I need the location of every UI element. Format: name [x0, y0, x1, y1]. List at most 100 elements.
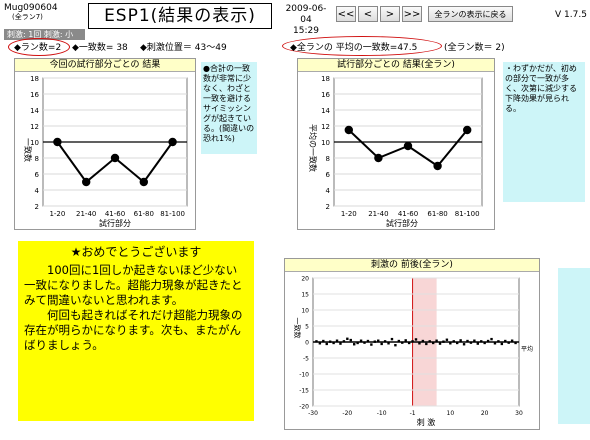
stimulus-data-point [328, 340, 332, 343]
settings-label: 刺激: 1回 刺激: 小 [4, 29, 85, 40]
stimulus-data-point [366, 339, 370, 343]
left-chart-xtick-label: 81-100 [160, 210, 185, 218]
right-chart-ytick-label: 18 [321, 75, 330, 83]
right-chart-ytick-label: 10 [321, 139, 330, 147]
last-page-button[interactable]: >> [402, 6, 422, 22]
show-all-runs-button[interactable]: 全ランの表示に戻る [428, 6, 513, 22]
right-chart-ytick-label: 2 [326, 203, 330, 211]
left-chart-ylabel: 一致数 [23, 138, 33, 162]
left-chart-data-point [53, 137, 62, 147]
right-chart-ytick-label: 12 [321, 123, 330, 131]
left-chart: 一致数 試行部分 2 4 6 8 10 12 14 16 18 1-20 21-40 41-60 61-… [23, 75, 188, 228]
stimulus-position: ◆刺激位置＝ 43〜49 [140, 43, 227, 53]
stimulus-data-point [497, 340, 500, 343]
stimulus-chart-xtick-label: -1 [410, 410, 416, 417]
page-title: ESP1(結果の表示) [88, 3, 272, 29]
left-chart-ytick-label: 4 [35, 187, 40, 195]
stimulus-chart-ytick-label: 20 [301, 276, 309, 283]
right-chart-panel: 試行部分ごとの 結果(全ラン) 平均の一致数 試行部分 2 4 6 8 10 12 14 16… [297, 58, 495, 230]
stimulus-data-point [462, 343, 466, 346]
right-chart-ytick-label: 4 [326, 187, 331, 195]
version-label: V 1.7.5 [555, 10, 587, 20]
first-page-button[interactable]: << [336, 6, 356, 22]
stimulus-chart-ytick-label: 5 [305, 324, 309, 331]
stimulus-data-point [346, 337, 349, 340]
stimulus-data-point [363, 341, 366, 344]
stimulus-data-point [359, 339, 363, 342]
right-chart-xtick-label: 41-60 [398, 210, 418, 218]
right-chart-ytick-label: 8 [326, 155, 330, 163]
stimulus-chart-avg-label: 平均 [521, 345, 533, 353]
next-page-button[interactable]: > [380, 6, 400, 22]
left-chart-ytick-label: 14 [30, 107, 39, 115]
left-chart-data-point [82, 177, 91, 187]
stimulus-chart-xtick-label: -10 [377, 410, 387, 417]
avg-match-highlight [282, 36, 442, 56]
stimulus-data-point [339, 342, 342, 345]
date-text: 2009-06-04 [285, 4, 327, 25]
stimulus-chart-xtick-label: 30 [515, 410, 523, 417]
stimulus-data-point [456, 341, 459, 345]
stimulus-data-point [445, 338, 449, 341]
left-chart-data-point [139, 177, 148, 187]
stimulus-chart-ytick-label: 0 [305, 340, 309, 347]
left-chart-ytick-label: 8 [35, 155, 39, 163]
stimulus-data-point [466, 339, 469, 343]
bottom-note-strip [558, 268, 590, 424]
stimulus-chart-ytick-label: -15 [299, 388, 309, 395]
right-chart-xtick-label: 1-20 [341, 210, 357, 218]
left-chart-data-point [110, 153, 120, 163]
prev-page-button[interactable]: < [358, 6, 378, 22]
left-chart-ytick-label: 6 [35, 171, 40, 179]
right-chart-ytick-label: 16 [321, 91, 330, 99]
congratulations-message: ★おめでとうございます 100回に1回しか起きないほど少ない一致になりました。超… [18, 241, 254, 421]
left-chart-panel: 今回の試行部分ごとの 結果 一致数 試行部分 2 4 6 8 10 12 14 16 18 1-2… [14, 58, 196, 230]
average-match-count: ◆全ランの 平均の一致数=47.5 [290, 43, 418, 53]
stimulus-data-point [377, 339, 380, 342]
stimulus-data-point [514, 341, 517, 345]
left-chart-xlabel: 試行部分 [99, 218, 131, 228]
stimulus-data-point [411, 340, 414, 343]
stimulus-data-point [356, 341, 359, 345]
stimulus-data-point [442, 340, 445, 343]
total-runs: (全ラン数＝ 2) [444, 43, 505, 53]
stimulus-data-point [459, 339, 462, 342]
stimulus-data-point [425, 342, 428, 346]
left-chart-ytick-label: 18 [30, 75, 39, 83]
stimulus-data-point [493, 342, 497, 345]
left-chart-ytick-label: 10 [30, 139, 39, 147]
stimulus-chart-ylabel: 一致数 [293, 318, 302, 339]
left-chart-ytick-label: 16 [30, 91, 39, 99]
right-chart-xtick-label: 81-100 [455, 210, 480, 218]
stimulus-data-point [394, 344, 397, 347]
run-count-highlight [8, 38, 70, 56]
stimulus-data-point [452, 340, 455, 343]
match-count: ◆一致数= 38 [72, 43, 128, 53]
stimulus-chart-ytick-label: -5 [303, 356, 309, 363]
stimulus-data-point [387, 342, 390, 345]
stimulus-data-point [473, 339, 476, 342]
stimulus-data-point [332, 341, 335, 345]
stimulus-data-point [370, 343, 373, 346]
stimulus-data-point [504, 339, 507, 343]
right-chart-xtick-label: 21-40 [368, 210, 388, 218]
stimulus-data-point [476, 342, 479, 345]
stimulus-chart-xtick-label: 10 [447, 410, 455, 417]
stimulus-chart-xtick-label: -20 [342, 410, 352, 417]
left-chart-xtick-label: 21-40 [76, 210, 96, 218]
stimulus-data-point [490, 337, 493, 341]
run-count: ◆ラン数=2 [14, 43, 62, 53]
right-chart-data-point [403, 141, 413, 151]
left-chart-xtick-label: 1-20 [49, 210, 65, 218]
stimulus-data-point [510, 339, 514, 342]
stimulus-data-point [428, 340, 431, 343]
stimulus-data-point [483, 341, 486, 345]
stimulus-data-point [418, 342, 421, 345]
stimulus-data-point [507, 341, 510, 344]
right-chart-note: ・わずかだが、初めの部分で一致が多く、次第に減少する下降効果が見られる。 [503, 62, 585, 202]
right-chart-xlabel: 試行部分 [386, 218, 418, 228]
date-time: 2009-06-04 15:29 [280, 4, 332, 37]
right-chart-data-point [374, 153, 383, 163]
stimulus-data-point [322, 339, 325, 343]
stimulus-data-point [414, 338, 418, 341]
